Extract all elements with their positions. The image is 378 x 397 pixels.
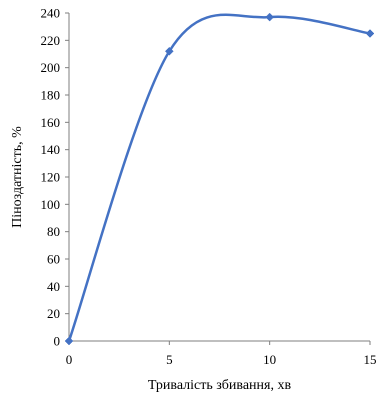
y-tick-label: 80	[47, 224, 60, 239]
y-tick-label: 200	[41, 60, 61, 75]
y-tick-label: 220	[41, 33, 61, 48]
x-tick-label: 10	[263, 352, 276, 367]
data-point-marker	[64, 336, 74, 346]
data-point-marker	[365, 29, 375, 38]
series-line	[67, 13, 371, 342]
y-tick-label: 20	[47, 306, 60, 321]
y-tick-label: 120	[41, 170, 61, 185]
x-tick-label: 5	[166, 352, 173, 367]
data-point-marker	[164, 46, 174, 56]
x-tick-label: 15	[364, 352, 377, 367]
y-tick-label: 160	[41, 115, 61, 130]
y-tick-label: 240	[41, 6, 61, 21]
axes	[68, 13, 370, 342]
y-axis-title: Піноздатність, %	[10, 126, 25, 228]
y-tick-label: 140	[41, 142, 61, 157]
y-tick-label: 180	[41, 88, 61, 103]
y-tick-label: 0	[54, 334, 61, 349]
ticks: 0 20 40 60 80 100 120 140 160 180 200 220 240 0 5 10 15	[41, 6, 377, 368]
data-point-marker	[265, 12, 275, 22]
x-tick-label: 0	[66, 352, 73, 367]
y-tick-label: 60	[47, 252, 60, 267]
series-layer	[64, 12, 375, 346]
y-tick-label: 40	[47, 279, 60, 294]
y-tick-label: 100	[41, 197, 61, 212]
x-axis-title: Тривалість збивання, хв	[148, 378, 292, 393]
